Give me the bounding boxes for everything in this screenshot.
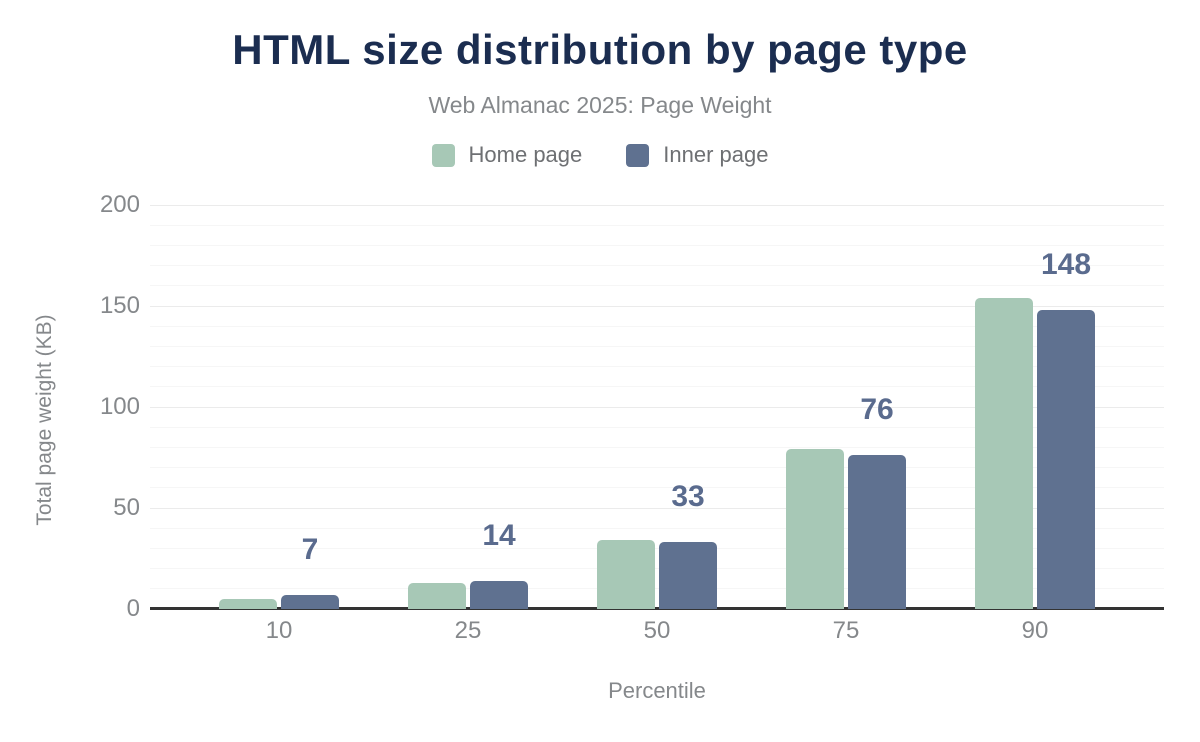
bar-value-label: 7 xyxy=(301,532,319,566)
minor-gridline xyxy=(150,224,1164,226)
legend: Home page Inner page xyxy=(0,142,1200,168)
x-tick-label: 75 xyxy=(832,617,860,644)
minor-gridline xyxy=(150,467,1164,469)
y-tick-label: 50 xyxy=(113,494,140,521)
minor-gridline xyxy=(150,285,1164,287)
bar-home-page-p50 xyxy=(597,540,655,609)
minor-gridline xyxy=(150,345,1164,347)
major-gridline xyxy=(150,305,1164,307)
major-gridline xyxy=(150,507,1164,509)
bar-home-page-p75 xyxy=(786,449,844,609)
minor-gridline xyxy=(150,244,1164,246)
legend-item-home-page: Home page xyxy=(431,142,583,168)
bar-inner-page-p50 xyxy=(659,542,717,609)
bar-value-label: 148 xyxy=(1040,248,1092,282)
chart-title: HTML size distribution by page type xyxy=(232,26,968,73)
bar-value-label: 33 xyxy=(671,480,705,514)
y-tick-label: 200 xyxy=(99,191,140,218)
major-gridline xyxy=(150,406,1164,408)
x-axis-line xyxy=(150,607,1164,610)
minor-gridline xyxy=(150,325,1164,327)
minor-gridline xyxy=(150,568,1164,570)
x-tick-label: 50 xyxy=(643,617,671,644)
bar-inner-page-p75 xyxy=(848,455,906,609)
y-tick-label: 100 xyxy=(99,393,140,420)
y-tick-label: 0 xyxy=(126,595,140,622)
bar-inner-page-p25 xyxy=(470,580,528,609)
minor-gridline xyxy=(150,366,1164,368)
home-page-swatch-icon xyxy=(431,143,455,167)
minor-gridline xyxy=(150,487,1164,489)
y-axis-title: Total page weight (KB) xyxy=(33,314,56,526)
legend-label-inner-page: Inner page xyxy=(663,142,769,167)
x-tick-label: 25 xyxy=(454,617,482,644)
minor-gridline xyxy=(150,527,1164,529)
bar-inner-page-p10 xyxy=(281,594,339,609)
minor-gridline xyxy=(150,426,1164,428)
major-gridline xyxy=(150,204,1164,206)
minor-gridline xyxy=(150,446,1164,448)
minor-gridline xyxy=(150,265,1164,267)
bar-value-label: 76 xyxy=(860,393,894,427)
plot-area: 0 50 100 150 200 7 10 14 25 33 50 76 75 148 90 xyxy=(100,193,1164,644)
legend-item-inner-page: Inner page xyxy=(626,142,768,168)
x-axis-title: Percentile xyxy=(608,678,706,703)
bar-home-page-p10 xyxy=(219,598,277,609)
x-tick-label: 90 xyxy=(1021,617,1049,644)
minor-gridline xyxy=(150,386,1164,388)
x-tick-label: 10 xyxy=(265,617,293,644)
minor-gridline xyxy=(150,588,1164,590)
bar-value-label: 14 xyxy=(482,518,516,552)
bar-home-page-p90 xyxy=(975,297,1033,609)
y-tick-label: 150 xyxy=(99,292,140,319)
inner-page-swatch-icon xyxy=(626,143,650,167)
bar-inner-page-p90 xyxy=(1037,310,1095,609)
bar-home-page-p25 xyxy=(408,582,466,609)
legend-label-home-page: Home page xyxy=(468,142,583,167)
chart-subtitle: Web Almanac 2025: Page Weight xyxy=(428,92,772,118)
minor-gridline xyxy=(150,547,1164,549)
